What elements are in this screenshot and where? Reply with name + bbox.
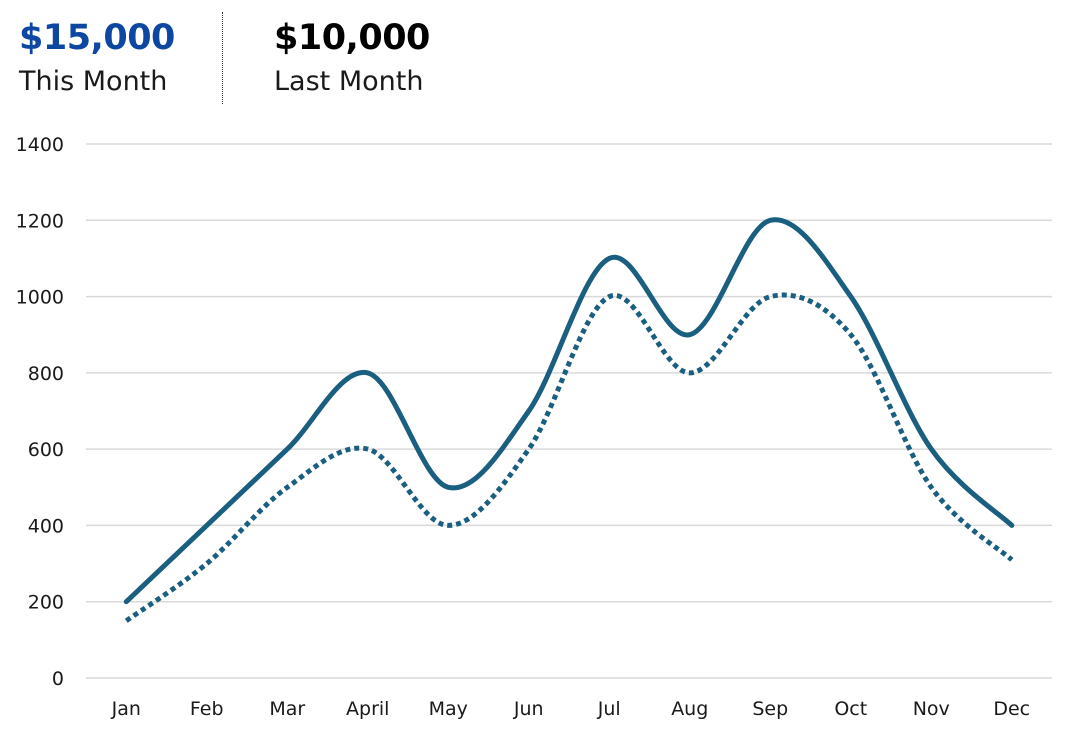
x-tick-label: Sep <box>752 698 788 720</box>
y-tick-label: 400 <box>28 515 64 537</box>
y-tick-label: 200 <box>28 592 64 614</box>
y-tick-label: 1400 <box>16 134 64 156</box>
kpi-last-month-value: $10,000 <box>274 18 430 58</box>
x-tick-label: Dec <box>993 698 1030 720</box>
y-axis-tick-labels: 0 200 400 600 800 1000 1200 1400 <box>16 134 64 690</box>
y-tick-label: 1200 <box>16 210 64 232</box>
y-tick-label: 600 <box>28 439 64 461</box>
kpi-divider <box>222 12 223 104</box>
series-line-2 <box>124 292 1014 623</box>
x-tick-label: Jul <box>597 698 621 720</box>
y-tick-label: 800 <box>28 363 64 385</box>
x-tick-label: Mar <box>269 698 305 720</box>
kpi-this-month-value: $15,000 <box>19 18 175 58</box>
x-tick-label: Jun <box>513 698 544 720</box>
x-tick-label: May <box>429 698 468 720</box>
series-lines <box>123 217 1015 623</box>
y-tick-label: 0 <box>52 668 64 690</box>
x-tick-label: Aug <box>671 698 708 720</box>
line-chart: 0 200 400 600 800 1000 1200 1400 Jan Feb Mar April… <box>16 134 1052 720</box>
x-axis-tick-labels: Jan Feb Mar April May Jun Jul Aug Sep Oct Nov Dec <box>111 698 1031 720</box>
x-tick-label: Feb <box>190 698 224 720</box>
kpi-this-month-label: This Month <box>19 66 168 97</box>
x-tick-label: April <box>346 698 389 720</box>
kpi-last-month-label: Last Month <box>274 66 424 97</box>
x-tick-label: Nov <box>913 698 950 720</box>
kpi-this-month: $15,000 This Month <box>19 14 175 102</box>
series-line-1 <box>123 217 1015 605</box>
x-tick-label: Jan <box>111 698 141 720</box>
kpi-last-month: $10,000 Last Month <box>274 14 434 102</box>
y-tick-label: 1000 <box>16 287 64 309</box>
x-tick-label: Oct <box>834 698 867 720</box>
